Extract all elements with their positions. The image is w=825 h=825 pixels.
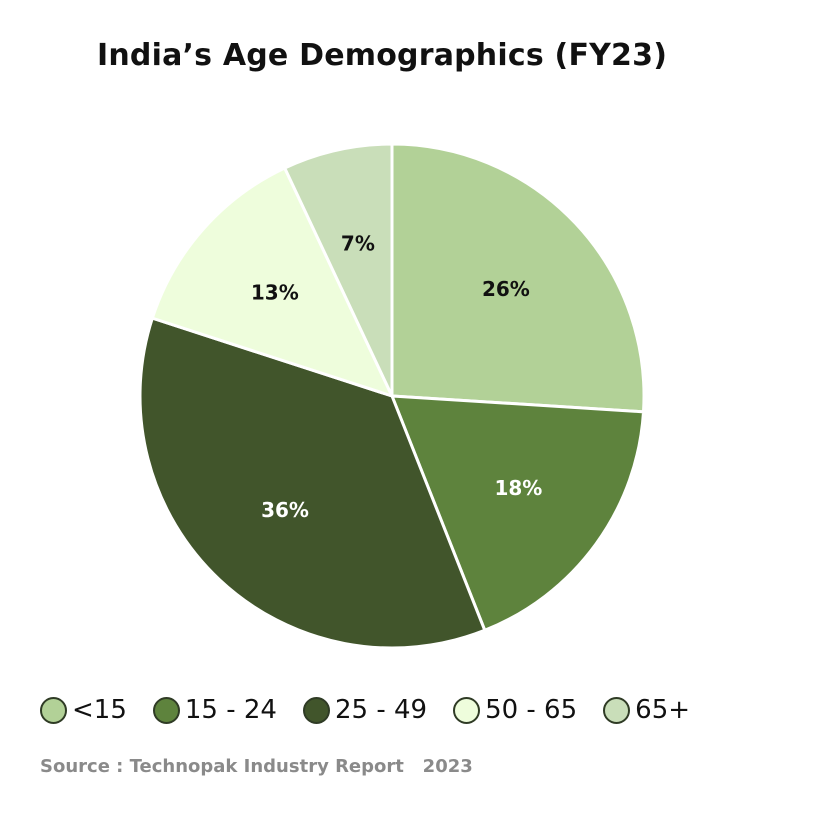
legend-swatch — [40, 696, 67, 724]
pie-slice-4 — [150, 166, 394, 398]
legend-item: 65+ — [603, 695, 690, 725]
legend-swatch — [453, 696, 481, 724]
legend-label: 15 - 24 — [184, 695, 277, 725]
chart-legend: <15 15 - 24 25 - 49 50 - 65 65+ — [40, 695, 690, 725]
source-note: Source : Technopak Industry Report 2023 — [40, 756, 473, 777]
pie-slice-2 — [390, 394, 646, 632]
legend-item: 50 - 65 — [453, 695, 577, 725]
pie-slice-1 — [390, 142, 646, 414]
pie-slice-5 — [283, 142, 394, 398]
slice-value-label: 13% — [251, 281, 299, 305]
legend-label: 50 - 65 — [485, 695, 578, 725]
slice-value-label: 36% — [261, 498, 309, 522]
slice-value-label: 26% — [482, 277, 530, 301]
legend-swatch — [152, 696, 180, 724]
legend-swatch — [603, 696, 631, 724]
pie-slice-3 — [138, 316, 487, 650]
chart-title: India’s Age Demographics (FY23) — [97, 38, 668, 73]
slice-value-label: 7% — [341, 232, 375, 256]
slice-value-label: 18% — [494, 476, 542, 500]
legend-label: 25 - 49 — [334, 695, 428, 725]
legend-item: 15 - 24 — [152, 695, 277, 725]
legend-label: 65+ — [635, 695, 691, 725]
legend-item: 25 - 49 — [302, 695, 428, 725]
legend-swatch — [302, 696, 330, 724]
legend-item: <15 — [40, 695, 127, 725]
legend-label: <15 — [72, 695, 127, 725]
